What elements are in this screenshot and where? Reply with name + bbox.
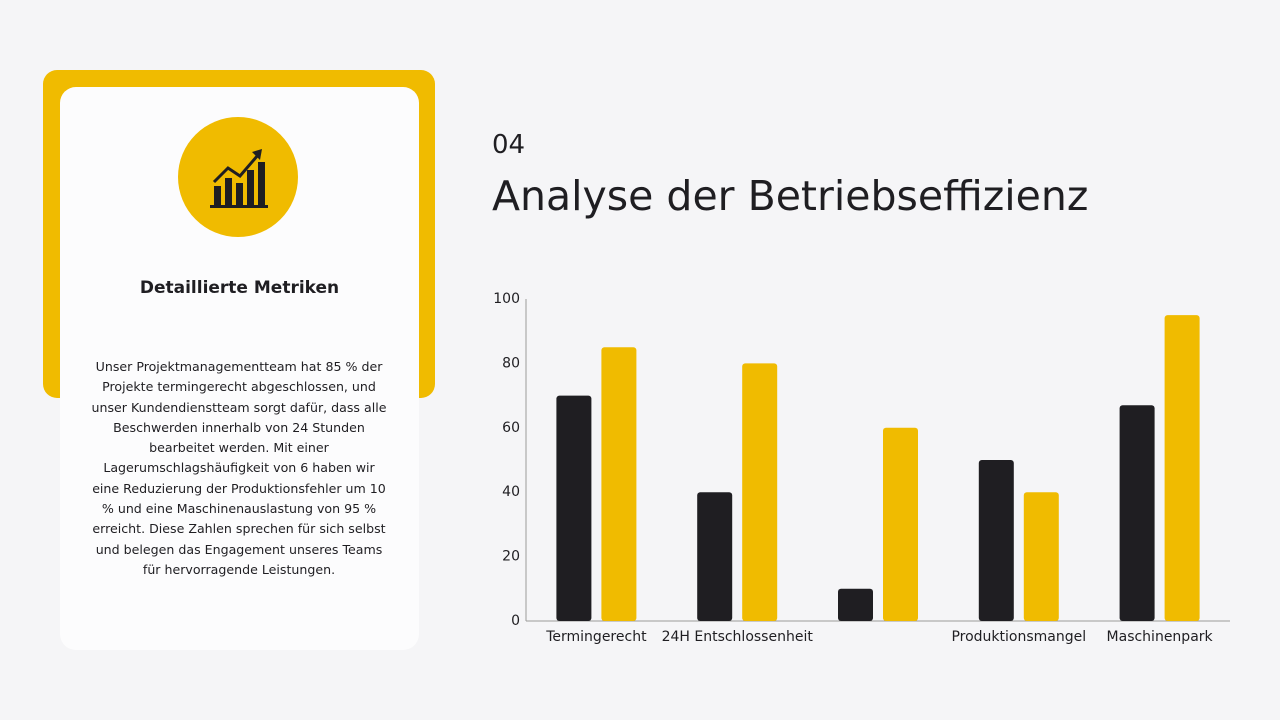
slide-number: 04 xyxy=(492,130,526,160)
y-tick-label: 0 xyxy=(511,613,520,629)
x-tick-label: 24H Entschlossenheit xyxy=(662,629,814,645)
bar xyxy=(1023,492,1059,621)
y-tick-label: 80 xyxy=(502,355,520,371)
chart: 0 20 40 60 80 100 Termingerecht 24H Entschlosse… xyxy=(493,291,1230,645)
bar xyxy=(697,492,733,621)
bar xyxy=(978,460,1014,621)
icon xyxy=(210,149,268,208)
y-tick-label: 20 xyxy=(502,549,520,565)
bar xyxy=(1119,405,1155,621)
card-text: Unser Projektmanagementteam hat 85 % der… xyxy=(91,359,387,577)
icon-circle xyxy=(178,117,298,237)
bar xyxy=(556,395,592,621)
bar xyxy=(1164,315,1200,621)
x-tick-label: Maschinenpark xyxy=(1107,629,1214,645)
slide-title: Analyse der Betriebseffizienz xyxy=(492,172,1089,220)
bar xyxy=(742,363,778,621)
y-tick-label: 40 xyxy=(502,484,520,500)
card xyxy=(60,87,419,650)
bar xyxy=(838,588,873,621)
card-heading: Detaillierte Metriken xyxy=(139,278,340,298)
x-tick-label: Produktionsmangel xyxy=(951,629,1086,645)
y-tick-label: 60 xyxy=(502,420,520,436)
y-tick-label: 100 xyxy=(493,291,520,307)
x-tick-label: Termingerecht xyxy=(545,629,647,645)
bar xyxy=(601,347,637,621)
bar xyxy=(883,427,918,621)
